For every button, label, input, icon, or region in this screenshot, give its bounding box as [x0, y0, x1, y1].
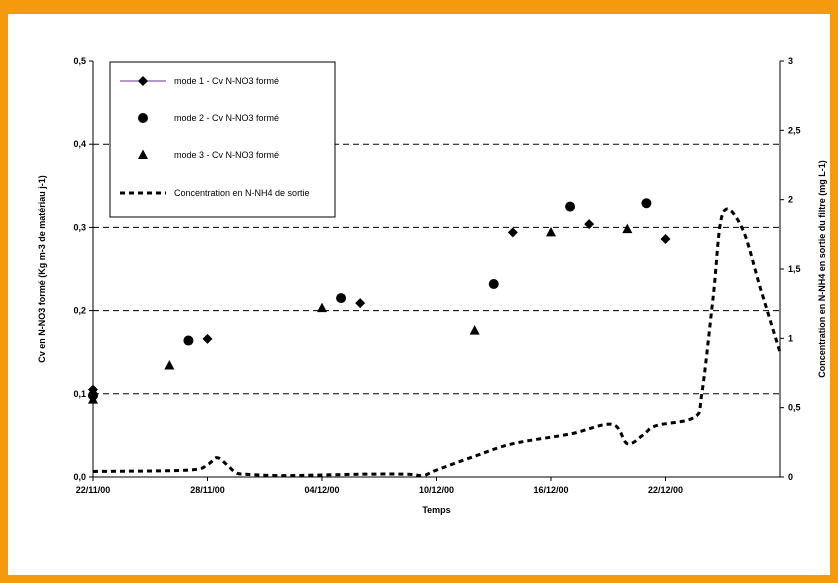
y-tick-label: 0,4 — [73, 139, 86, 149]
tick-labels: 0,0 0,1 0,2 0,3 0,4 0,5 0 0,5 1 1,5 2 2,5 3 22/11/00 2… — [73, 56, 800, 495]
legend-label: mode 2 - Cv N-NO3 formé — [174, 113, 279, 123]
legend-marker-diamond — [138, 76, 148, 86]
data-point-circle — [183, 335, 194, 346]
x-tick-label: 28/11/00 — [190, 485, 225, 495]
legend: mode 1 - Cv N-NO3 formé mode 2 - Cv N-NO3… — [109, 61, 336, 218]
y2-tick-label: 1,5 — [788, 264, 801, 274]
data-point-triangle — [469, 325, 480, 335]
data-point-diamond — [355, 298, 366, 309]
data-point-diamond — [507, 227, 518, 238]
y2-tick-label: 2,5 — [788, 125, 801, 135]
y2-tick-label: 3 — [788, 56, 793, 66]
y-tick-label: 0,5 — [73, 56, 86, 66]
y2-tick-label: 2 — [788, 195, 793, 205]
legend-label: mode 3 - Cv N-NO3 formé — [174, 150, 279, 160]
legend-label: Concentration en N-NH4 de sortie — [174, 188, 310, 198]
data-point-triangle — [622, 223, 633, 234]
series-line-nh4 — [92, 207, 782, 478]
legend-label: mode 1 - Cv N-NO3 formé — [174, 76, 279, 86]
plot-area — [88, 198, 782, 478]
y-tick-label: 0,3 — [73, 222, 86, 232]
y2-tick-label: 0 — [788, 472, 793, 482]
legend-marker-triangle — [138, 149, 148, 159]
data-point-circle — [336, 293, 347, 304]
legend-marker-circle — [138, 113, 148, 123]
y2-tick-label: 1 — [788, 333, 793, 343]
y-axis-label: Cv en N-NO3 formé (Kg m-3 de matériau j-… — [37, 175, 47, 363]
x-axis-label: Temps — [422, 505, 450, 515]
data-point-triangle — [317, 302, 327, 313]
x-tick-label: 22/11/00 — [76, 485, 111, 495]
x-tick-label: 10/12/00 — [419, 485, 454, 495]
data-point-diamond — [660, 234, 671, 245]
y2-axis-label: Concentration en N-NH4 en sortie du filt… — [817, 160, 827, 378]
legend-box — [109, 61, 336, 218]
y-tick-label: 0,2 — [73, 306, 86, 316]
y-tick-label: 0,1 — [73, 389, 86, 399]
x-tick-label: 04/12/00 — [304, 485, 339, 495]
data-point-triangle — [88, 394, 98, 404]
x-tick-label: 16/12/00 — [533, 485, 568, 495]
data-point-diamond — [202, 333, 213, 344]
x-tick-label: 22/12/00 — [648, 485, 683, 495]
axes — [89, 60, 784, 481]
y2-tick-label: 0,5 — [788, 403, 801, 413]
data-point-diamond — [584, 219, 595, 230]
y-tick-label: 0,0 — [73, 472, 86, 482]
data-point-circle — [565, 201, 576, 212]
data-point-triangle — [164, 360, 175, 370]
data-point-triangle — [546, 226, 556, 237]
data-point-circle — [641, 198, 652, 209]
data-point-circle — [488, 278, 499, 289]
